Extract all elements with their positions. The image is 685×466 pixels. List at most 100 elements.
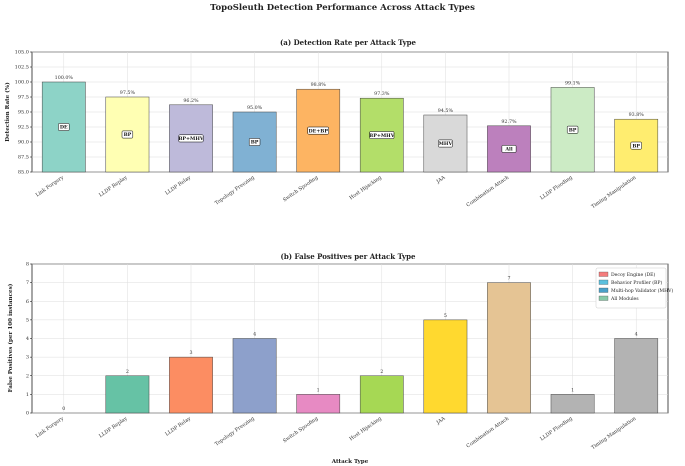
false-positives-chart-title: (b) False Positives per Attack Type (281, 252, 416, 261)
detection-module-badge (248, 138, 261, 146)
detection-value-label: 96.2% (183, 98, 199, 104)
detection-module-label: DE (60, 125, 68, 131)
detection-x-tick-label: Switch Spoofing (282, 174, 320, 203)
detection-y-tick-label: 92.5 (18, 125, 29, 131)
legend-entry-all-modules: All Modules (610, 296, 639, 302)
detection-module-badge (58, 123, 70, 131)
false-positives-x-tick-label: Switch Spoofing (282, 415, 320, 444)
detection-module-label: BP (632, 143, 640, 149)
false-positives-bar-lldp-relay (169, 356, 213, 414)
detection-x-tick-label: Combination Attack (465, 174, 510, 208)
false-positives-y-tick-label: 2 (26, 373, 29, 379)
detection-module-badge (501, 145, 517, 153)
legend-swatch-multi-hop-validator-mhv (598, 287, 609, 293)
detection-y-tick-label: 100.0 (15, 80, 29, 86)
false-positives-y-tick-label: 6 (26, 299, 29, 305)
false-positives-value-label: 4 (635, 332, 638, 338)
detection-module-label: DE+BP (308, 128, 328, 134)
false-positives-bar-combination-attack (487, 282, 531, 414)
detection-module-label: BP (251, 140, 259, 146)
false-positives-bar-lldp-flooding (550, 394, 595, 414)
false-positives-x-axis-label: Attack Type (331, 459, 369, 465)
detection-module-label: All (504, 147, 513, 153)
false-positives-y-tick-label: 7 (26, 280, 29, 286)
detection-bar-switch-spoofing (296, 88, 341, 173)
false-positives-y-tick-label: 0 (26, 411, 29, 417)
false-positives-y-tick-label: 4 (26, 336, 29, 342)
false-positives-value-label: 2 (126, 369, 129, 375)
detection-y-tick-label: 90.0 (18, 140, 29, 146)
detection-chart-title: (a) Detection Rate per Attack Type (280, 38, 417, 47)
false-positives-bar-jaa (423, 319, 468, 414)
detection-module-badge (307, 126, 329, 135)
false-positives-y-tick-label: 3 (26, 355, 29, 361)
legend-swatch-behavior-profiler-bp (598, 279, 609, 285)
detection-x-ticks: Link Forgery LLDP Replay LLDP Relay Topolog… (35, 174, 638, 210)
detection-module-label: BP (124, 132, 132, 138)
false-positives-value-label: 5 (444, 313, 447, 319)
legend-box (595, 267, 667, 309)
detection-module-label: MHV (439, 141, 453, 147)
detection-x-tick-label: Link Forgery (35, 175, 65, 199)
detection-x-tick-label: LLDP Flooding (539, 174, 574, 201)
false-positives-value-label: 3 (189, 350, 192, 356)
legend-entry-multi-hop-validator-mhv: Multi-hop Validator (MHV) (611, 287, 673, 294)
legend-swatch-decoy-engine-de (598, 271, 609, 277)
false-positives-y-ticks: 0 1 2 3 4 5 6 7 8 (26, 262, 32, 417)
false-positives-value-label: 1 (317, 387, 320, 393)
detection-y-axis-label: Detection Rate (%) (4, 82, 11, 142)
detection-y-tick-label: 105.0 (15, 50, 29, 56)
false-positives-value-label: 7 (507, 276, 510, 282)
false-positives-x-tick-label: Topology Freezing (214, 415, 256, 447)
detection-x-tick-label: Host Hijacking (348, 174, 383, 201)
false-positives-y-tick-label: 5 (26, 317, 29, 323)
detection-y-tick-label: 95.0 (18, 110, 29, 116)
false-positives-bar-switch-spoofing (296, 394, 341, 414)
false-positives-bars: 0 2 3 4 1 2 5 7 1 4 (62, 276, 659, 414)
detection-value-label: 93.8% (629, 112, 645, 118)
false-positives-x-tick-label: LLDP Flooding (539, 415, 574, 442)
false-positives-bar-host-hijacking (359, 375, 404, 414)
detection-module-badge (566, 125, 579, 134)
detection-value-label: 97.5% (120, 90, 136, 96)
false-positives-bar-timing-manipulation (614, 338, 659, 414)
false-positives-x-tick-label: Timing Manipulation (590, 415, 638, 451)
false-positives-x-tick-label: Link Forgery (35, 416, 65, 440)
detection-value-label: 99.1% (565, 80, 581, 86)
false-positives-bar-lldp-replay (105, 375, 150, 414)
detection-y-tick-label: 85.0 (18, 170, 29, 176)
false-positives-value-label: 2 (380, 369, 383, 375)
false-positives-x-tick-label: Host Hijacking (348, 415, 383, 442)
detection-module-badge (438, 139, 453, 148)
detection-bar-topology-freezing (232, 111, 277, 173)
detection-x-tick-label: LLDP Relay (164, 175, 192, 197)
legend-swatch-all-modules (598, 295, 609, 301)
detection-value-label: 97.3% (374, 91, 390, 97)
false-positives-x-tick-label: JAA (435, 416, 447, 427)
legend-entry-decoy-engine-de: Decoy Engine (DE) (611, 271, 655, 278)
legend: Decoy Engine (DE)Behavior Profiler (BP)M… (595, 267, 673, 309)
false-positives-y-axis-label: False Positives (per 100 instances) (7, 283, 14, 392)
figure-title: TopoSleuth Detection Performance Across … (210, 3, 475, 13)
false-positives-bar-topology-freezing (232, 338, 277, 414)
detection-module-label: BP (569, 127, 577, 133)
detection-module-badge (121, 130, 134, 139)
false-positives-x-tick-label: LLDP Replay (98, 416, 129, 440)
detection-y-tick-label: 87.5 (18, 155, 29, 161)
detection-module-badge (369, 131, 395, 139)
detection-x-tick-label: Topology Freezing (214, 174, 256, 206)
detection-y-tick-label: 102.5 (15, 65, 29, 71)
detection-value-label: 95.0% (247, 105, 263, 111)
detection-module-label: BP+MHV (369, 133, 395, 139)
detection-y-ticks: 85.0 87.5 90.0 92.5 95.0 97.5 100.0 102.5 105.0 (15, 50, 32, 176)
legend-entry-behavior-profiler-bp: Behavior Profiler (BP) (611, 279, 662, 286)
detection-x-tick-label: LLDP Replay (98, 175, 129, 199)
detection-value-label: 94.5% (438, 108, 454, 114)
detection-x-tick-label: Timing Manipulation (590, 174, 638, 210)
false-positives-y-tick-label: 1 (26, 392, 29, 398)
detection-bars: 100.0% DE 97.5% BP 96.2% BP+MHV 95.0% BP 98.8% DE… (41, 75, 659, 173)
false-positives-value-label: 1 (571, 387, 574, 393)
false-positives-x-ticks: Link Forgery LLDP Replay LLDP Relay Topolog… (35, 415, 638, 451)
detection-y-tick-label: 97.5 (18, 95, 29, 101)
